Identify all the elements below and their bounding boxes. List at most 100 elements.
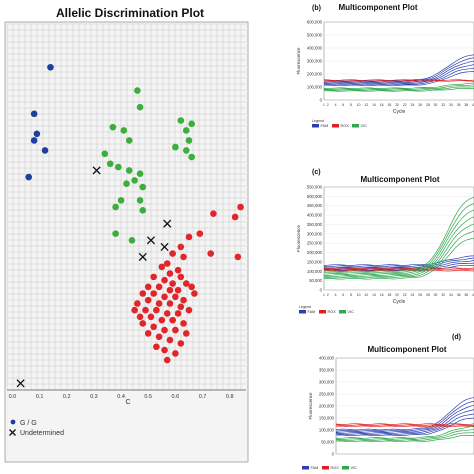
series-curve [323, 268, 474, 271]
x-tick-label: 36 [457, 103, 461, 107]
data-point [180, 296, 187, 304]
legend-title: Legend [312, 119, 324, 123]
data-point [106, 160, 114, 168]
series-curve [323, 257, 474, 268]
x-tick-label: 40 [472, 293, 474, 297]
y-tick-label: 200,000 [307, 72, 323, 77]
y-tick-label: 250,000 [319, 392, 335, 397]
data-point [172, 293, 179, 301]
data-point [134, 87, 141, 94]
data-point [150, 323, 157, 331]
data-point [166, 270, 174, 277]
series-curve [323, 203, 474, 274]
series-curve [323, 79, 474, 81]
series-curve [335, 432, 474, 441]
data-point [231, 213, 239, 221]
data-point [188, 120, 195, 128]
legend-swatch [319, 310, 326, 314]
data-point [142, 306, 149, 314]
data-point [207, 250, 214, 257]
x-tick-label: 18 [387, 103, 391, 107]
series-curve [323, 237, 474, 280]
series-curve [335, 428, 474, 440]
y-axis-label: Fluorescence [308, 392, 313, 420]
data-point [161, 326, 168, 334]
x-tick-label: 0.6 [172, 394, 180, 400]
data-point [172, 326, 179, 334]
data-point [174, 266, 182, 274]
data-point [136, 197, 144, 204]
y-tick-label: 150,000 [319, 416, 335, 421]
series-curve [323, 87, 474, 92]
data-point [144, 296, 152, 304]
data-point [158, 316, 166, 324]
series-curve [336, 434, 474, 443]
data-point [169, 280, 176, 287]
data-point [109, 123, 117, 131]
data-point [180, 253, 187, 261]
x-tick-label: 16 [380, 293, 384, 297]
panel-b-title: Multicomponent Plot [338, 3, 417, 12]
series-curve [323, 267, 474, 269]
x-tick-label: 24 [411, 103, 415, 107]
y-tick-label: 400,000 [319, 356, 335, 361]
panel-d-plot: 0 50,000 100,000 150,000 200,000 250,000 300,0… [302, 356, 474, 470]
data-point [169, 316, 176, 324]
series-curve [335, 425, 474, 439]
y-tick-label: 50,000 [321, 440, 334, 445]
data-point [25, 173, 33, 181]
legend-title: Legend [299, 305, 311, 309]
x-tick-label: 38 [464, 293, 468, 297]
data-point [155, 283, 163, 291]
data-point [163, 310, 171, 317]
x-tick-label: 14 [372, 103, 376, 107]
data-point [172, 350, 179, 357]
data-point [177, 303, 185, 311]
scatter-legend: G / G Undetermined [9, 419, 64, 437]
x-tick-label: 8 [350, 103, 352, 107]
series-curve [323, 209, 474, 275]
y-tick-label: 350,000 [307, 222, 323, 227]
data-point [191, 290, 198, 297]
data-point [47, 63, 54, 71]
data-point [163, 356, 171, 364]
data-point [144, 283, 152, 291]
data-point [174, 286, 182, 294]
data-point [234, 253, 242, 261]
data-point [185, 233, 193, 241]
y-tick-label: 500,000 [307, 194, 323, 199]
y-tick-label: 450,000 [307, 203, 323, 208]
x-tick-label: 2 [327, 293, 329, 297]
data-point [112, 230, 119, 237]
y-tick-label: 100,000 [307, 269, 323, 274]
data-point [188, 153, 195, 161]
x-tick-label: 16 [380, 103, 384, 107]
x-tick-label: 32 [441, 293, 445, 297]
data-point [144, 330, 152, 337]
data-point [30, 110, 38, 118]
series-curve [323, 230, 474, 279]
y-tick-label: 350,000 [319, 368, 335, 373]
undetermined-point [92, 166, 101, 175]
y-tick-label: 500,000 [307, 33, 323, 38]
data-point [182, 147, 190, 154]
x-tick-label: 0.7 [199, 394, 207, 400]
y-tick-label: 300,000 [319, 380, 335, 385]
data-point [101, 150, 109, 158]
series-curve [335, 409, 474, 434]
x-tick-label: 10 [357, 293, 361, 297]
panel-b-label: (b) [312, 5, 321, 12]
series-curve [323, 223, 474, 278]
x-tick-label: 0.1 [36, 394, 44, 400]
series-curve [323, 216, 474, 276]
data-point [237, 203, 244, 211]
x-tick-label: 10 [357, 103, 361, 107]
panel-c-title: Multicomponent Plot [360, 175, 439, 184]
x-tick-label: 38 [464, 103, 468, 107]
data-point [169, 250, 176, 257]
data-point [166, 300, 174, 307]
x-tick-label: 4 [335, 103, 337, 107]
data-point [112, 203, 119, 211]
x-tick-label: 14 [372, 293, 376, 297]
legend-label: FAM [321, 124, 329, 128]
